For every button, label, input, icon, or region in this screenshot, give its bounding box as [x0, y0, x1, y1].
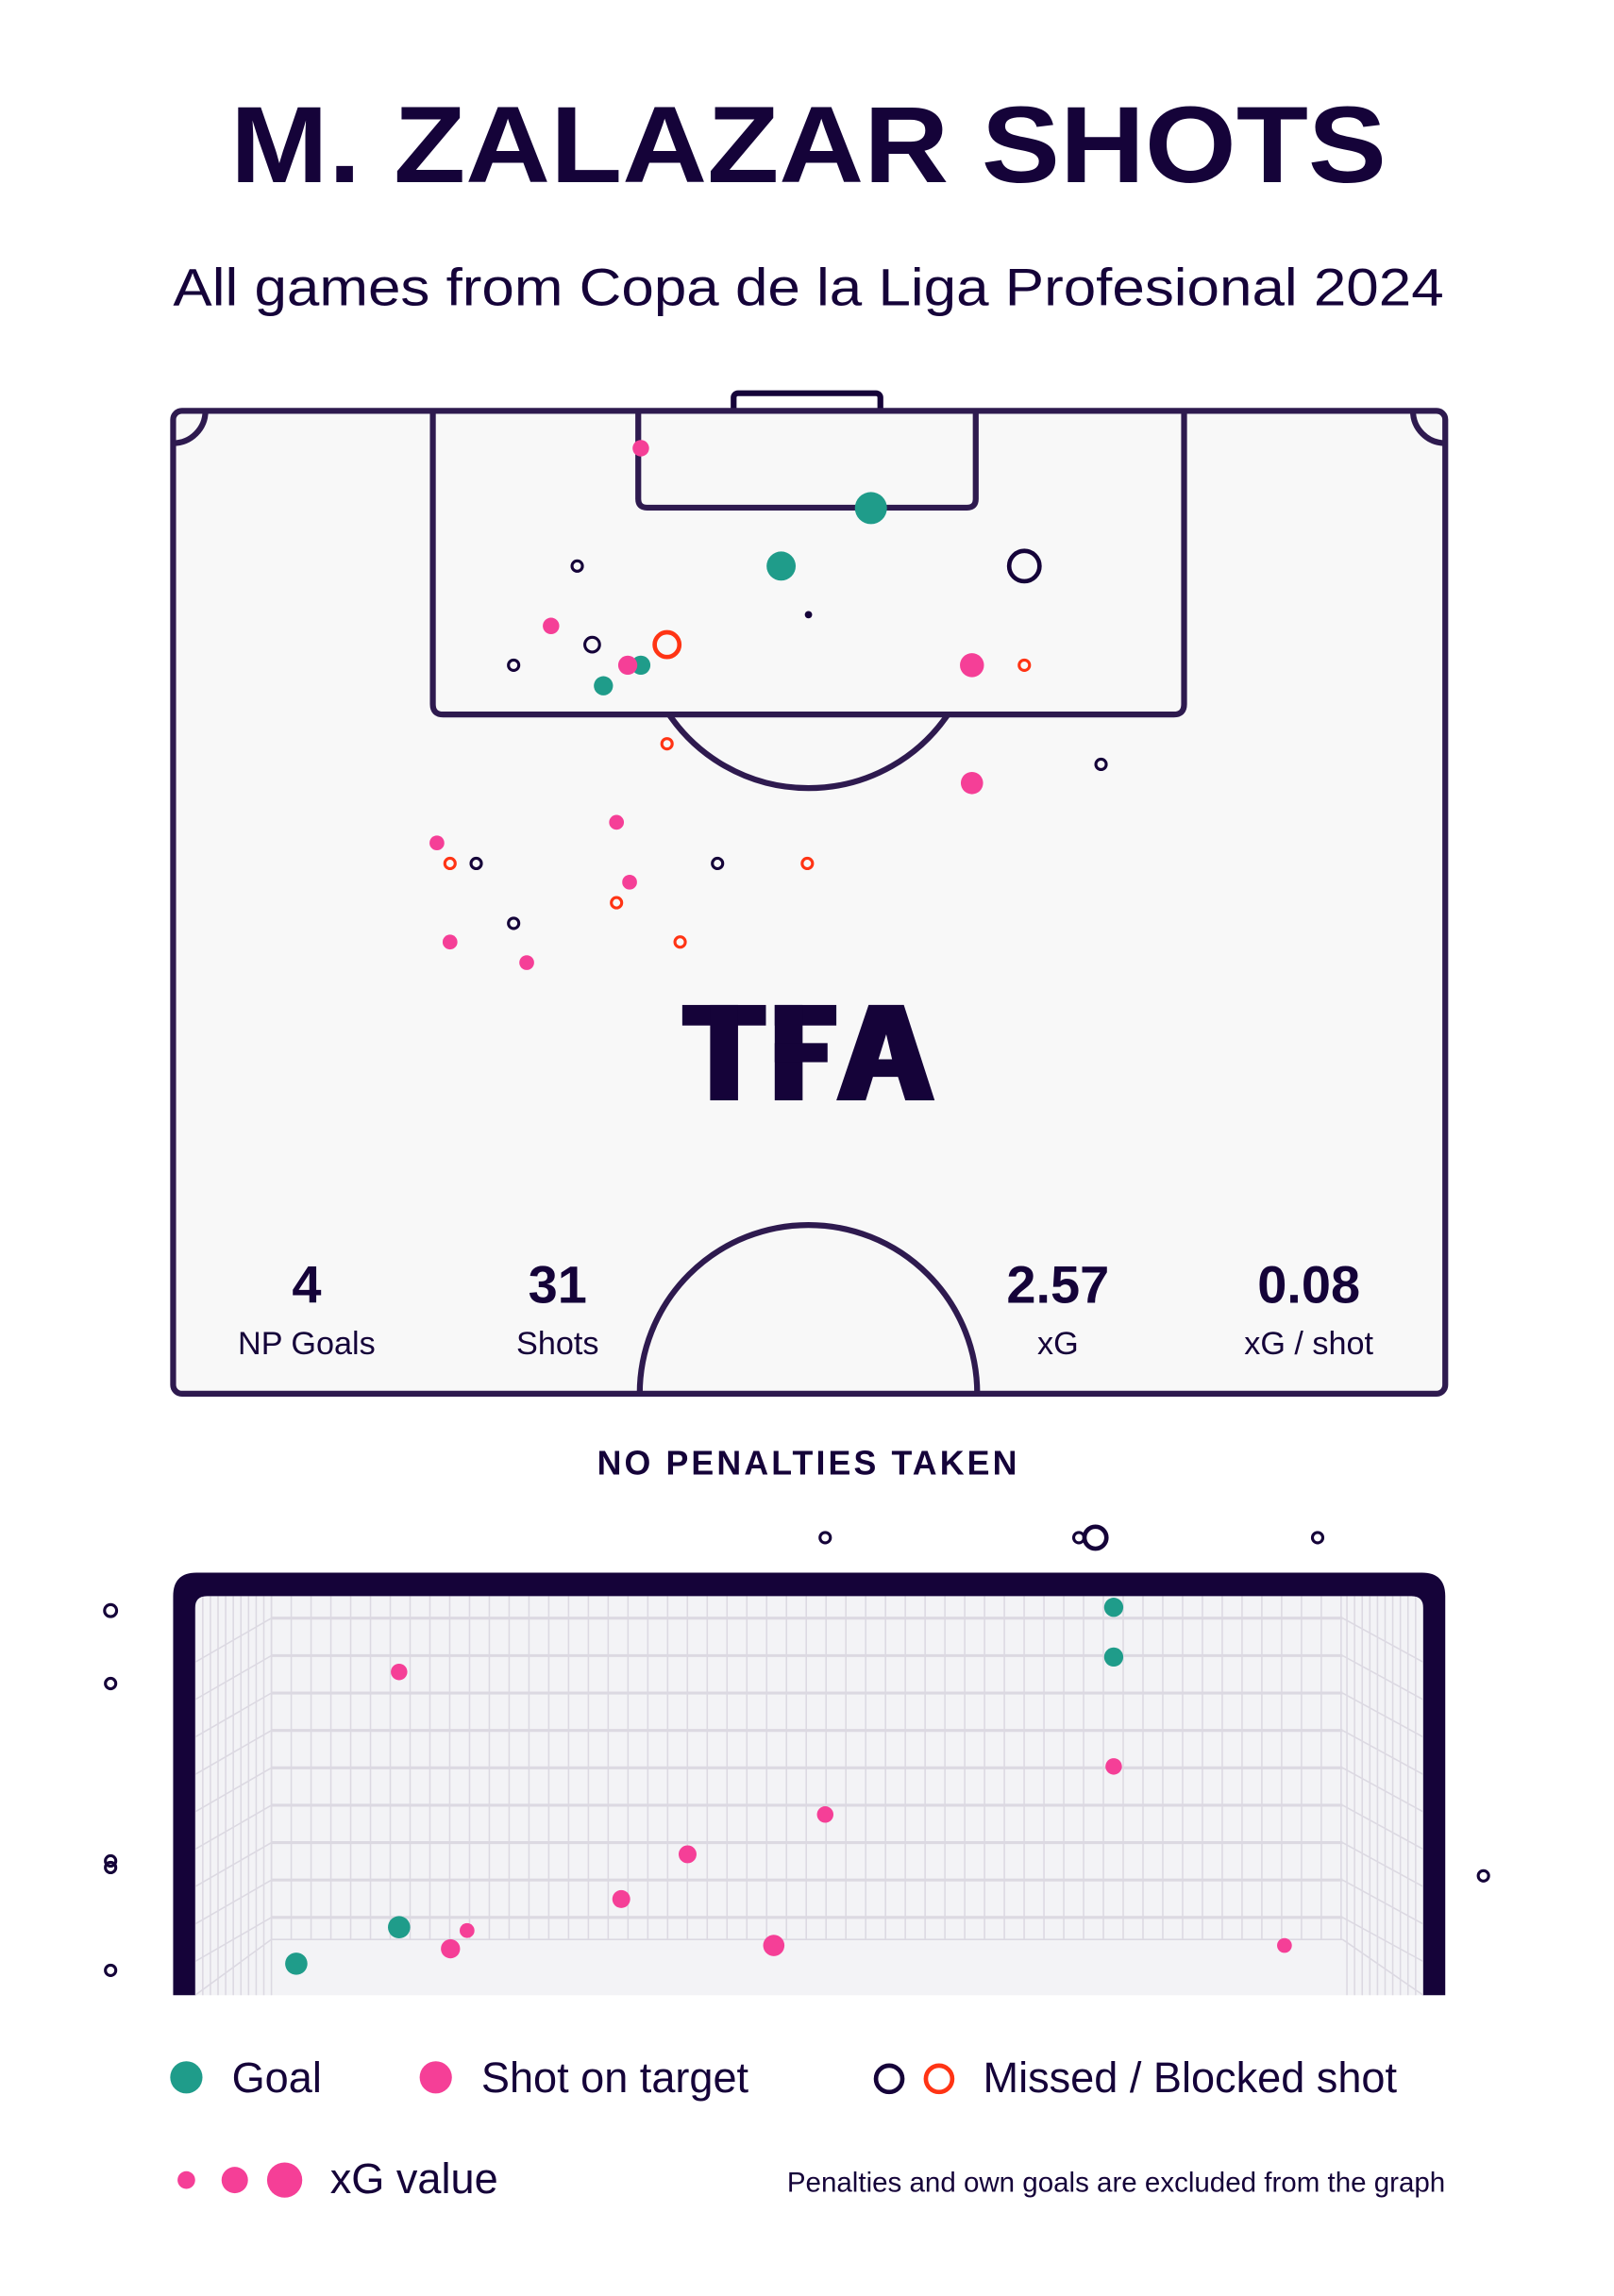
legend-xg-medium	[221, 2167, 248, 2194]
shot-marker-on-target	[519, 955, 534, 970]
shot-marker-on-target	[441, 1938, 461, 1959]
legend: Goal Shot on target Missed / Blocked sho…	[170, 2053, 1445, 2203]
stat-xg-per-shot-label: xG / shot	[1244, 1326, 1373, 1362]
footnote: Penalties and own goals are excluded fro…	[787, 2168, 1445, 2199]
shot-marker-missed	[469, 856, 483, 871]
corner-arc-left	[173, 411, 209, 446]
shot-marker-on-target	[391, 1663, 408, 1681]
shot-marker-missed	[1476, 1869, 1490, 1883]
stat-xg-label: xG	[1037, 1326, 1079, 1362]
shot-marker-goal	[630, 655, 651, 676]
shot-marker-missed	[103, 1602, 119, 1618]
shot-marker-missed	[104, 1676, 118, 1691]
six-yard-box	[635, 411, 979, 511]
shot-marker-goal	[285, 1952, 308, 1975]
shot-marker-missed	[507, 916, 521, 930]
stats-row: 4 NP Goals 31 Shots 2.57 xG 0.08 xG / sh…	[238, 1255, 1373, 1362]
shot-marker-on-target	[617, 655, 638, 676]
shot-marker-missed	[583, 635, 601, 654]
stat-xg-per-shot-value: 0.08	[1257, 1255, 1360, 1315]
shot-marker-goal	[1103, 1598, 1124, 1617]
shot-marker-goal	[1103, 1647, 1124, 1668]
shot-marker-blocked	[652, 629, 682, 660]
shot-marker-on-target	[1277, 1937, 1292, 1953]
shot-marker-on-target	[612, 1889, 630, 1908]
penalty-arc	[666, 712, 950, 792]
shot-marker-on-target	[632, 440, 649, 457]
shot-marker-blocked	[443, 856, 457, 871]
shot-marker-on-target	[816, 1806, 834, 1823]
shot-marker-missed	[1094, 757, 1108, 772]
shot-marker-on-target	[960, 653, 984, 678]
shot-marker-missed	[1310, 1531, 1325, 1545]
legend-xg-small	[177, 2170, 195, 2189]
pitch-boundary	[170, 408, 1449, 1397]
shot-marker-on-target	[459, 1922, 475, 1938]
shot-marker-blocked	[800, 856, 815, 871]
shot-marker-on-target	[960, 771, 984, 795]
stat-np-goals-value: 4	[292, 1255, 321, 1315]
stat-shots-label: Shots	[516, 1326, 598, 1362]
legend-missed-marker	[873, 2063, 905, 2095]
legend-blocked-marker	[923, 2063, 955, 2095]
goal-shots	[103, 1524, 1490, 1977]
pitch-shots	[429, 440, 1108, 970]
stat-shots-value: 31	[529, 1255, 587, 1315]
page-subtitle: All games from Copa de la Liga Profesion…	[173, 257, 1443, 316]
shot-marker-blocked	[660, 737, 674, 751]
shot-marker-missed	[711, 856, 725, 871]
legend-goal-label: Goal	[232, 2053, 322, 2102]
shot-marker-on-target	[763, 1935, 785, 1956]
penalty-box	[429, 411, 1187, 718]
legend-missed-label: Missed / Blocked shot	[984, 2053, 1398, 2102]
shot-marker-missed	[104, 1860, 118, 1875]
shot-marker-missed	[1082, 1524, 1109, 1551]
shot-marker-goal	[388, 1916, 411, 1939]
shot-marker-on-target	[543, 617, 560, 635]
shot-marker-on-target	[609, 814, 625, 830]
shot-marker-missed	[507, 658, 521, 672]
shot-marker-goal	[766, 551, 797, 581]
shot-marker-on-target	[1105, 1758, 1122, 1775]
legend-goal-marker	[170, 2061, 203, 2094]
shot-marker-missed	[1006, 548, 1042, 584]
shot-marker-goal	[594, 676, 614, 696]
penalties-banner: NO PENALTIES TAKEN	[597, 1444, 1020, 1482]
shot-marker-blocked	[1017, 658, 1032, 672]
shot-marker-on-target	[622, 874, 637, 890]
legend-on-target-marker	[419, 2061, 452, 2094]
goal-frame-view	[173, 1572, 1446, 1996]
shot-marker-on-target	[678, 1845, 697, 1864]
stat-xg-value: 2.57	[1006, 1255, 1109, 1315]
page-title: M. ZALAZAR SHOTS	[230, 85, 1387, 206]
shot-marker-missed	[570, 559, 584, 573]
shot-marker-missed	[818, 1531, 832, 1545]
corner-arc-right	[1409, 411, 1446, 446]
tfa-logo	[681, 1004, 935, 1100]
shot-marker-on-target	[442, 934, 458, 950]
shot-marker-goal	[854, 492, 887, 525]
shot-marker-blocked	[610, 896, 624, 910]
penalty-spot	[804, 611, 813, 619]
goal-net	[193, 1596, 1424, 1996]
center-circle	[636, 1222, 981, 1394]
pitch	[170, 390, 1449, 1397]
shot-marker-missed	[104, 1853, 118, 1869]
legend-on-target-label: Shot on target	[481, 2053, 749, 2102]
shot-marker-missed	[104, 1963, 118, 1977]
legend-xg-label: xG value	[330, 2154, 498, 2203]
shot-marker-blocked	[673, 935, 687, 949]
legend-xg-large	[266, 2162, 303, 2198]
stat-np-goals-label: NP Goals	[238, 1326, 376, 1362]
shot-marker-on-target	[429, 835, 445, 851]
